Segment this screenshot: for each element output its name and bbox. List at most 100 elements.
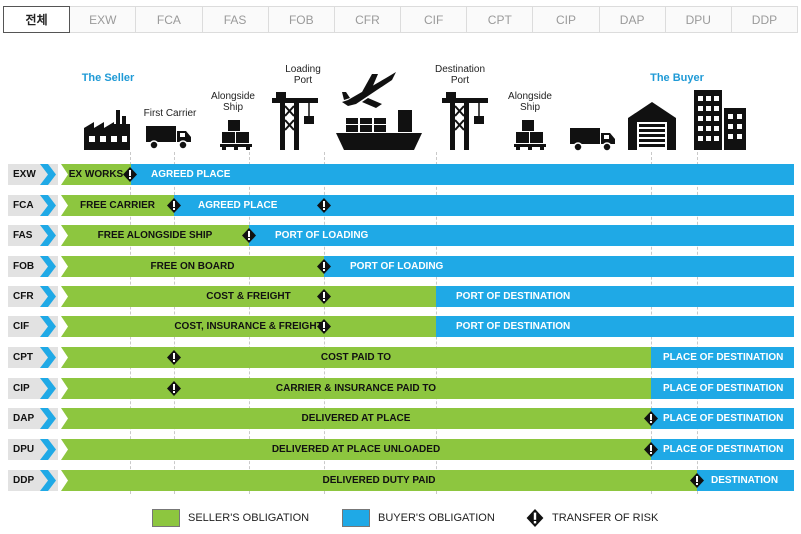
tab-dpu[interactable]: DPU [665,6,732,33]
pallet-boxes-icon [514,120,546,150]
term-code[interactable]: FAS [8,225,58,246]
seller-swatch [152,509,180,527]
crane-icon [442,92,488,150]
term-code[interactable]: DAP [8,408,58,429]
chevron-right-icon [40,347,56,368]
incoterm-row-cpt: CPT COST PAID TO PLACE OF DESTINATION [8,347,794,368]
first-carrier-label: First Carrier [143,108,197,119]
warning-diamond-icon [644,411,658,426]
alongside-ship-label-2: Alongside Ship [508,91,552,113]
incoterm-row-ddp: DDP DELIVERED DUTY PAID DESTINATION [8,470,794,491]
warning-diamond-icon [242,228,256,243]
buyer-obligation-bar: PLACE OF DESTINATION [651,408,794,429]
warning-diamond-icon [317,289,331,304]
warning-diamond-icon [317,198,331,213]
chevron-right-icon [40,316,56,337]
incoterm-row-fas: FAS FREE ALONGSIDE SHIP PORT OF LOADING [8,225,794,246]
tab-bar: 전체 EXW FCA FAS FOB CFR CIF CPT CIP DAP D… [3,6,799,33]
incoterm-row-dpu: DPU DELIVERED AT PLACE UNLOADED PLACE OF… [8,439,794,460]
term-code-label: CIP [13,383,30,394]
tab-all[interactable]: 전체 [3,6,71,33]
warning-diamond-icon [644,442,658,457]
term-code-label: FCA [13,200,34,211]
tab-fob[interactable]: FOB [268,6,335,33]
chevron-right-icon [40,439,56,460]
warning-diamond-icon [123,167,137,182]
term-code-label: FAS [13,230,33,241]
tab-exw[interactable]: EXW [70,6,137,33]
tab-cfr[interactable]: CFR [334,6,402,33]
seller-obligation-bar: COST, INSURANCE & FREIGHT [61,316,436,337]
warning-diamond-icon [167,381,181,396]
term-code-label: CIF [13,321,30,332]
warning-diamond-icon [526,509,544,527]
chevron-right-icon [40,164,56,185]
warning-diamond-icon [317,259,331,274]
legend-seller-label: SELLER'S OBLIGATION [188,512,310,524]
term-code-label: DDP [13,475,35,486]
crane-icon [272,92,318,150]
chevron-right-icon [40,286,56,307]
buyer-obligation-bar: PORT OF DESTINATION [436,286,794,307]
buyer-obligation-bar: PORT OF LOADING [324,256,794,277]
buyer-obligation-bar: PLACE OF DESTINATION [651,378,794,399]
cargo-ship-icon [336,110,422,150]
legend-risk: TRANSFER OF RISK [526,508,658,528]
warning-diamond-icon [317,319,331,334]
tab-fca[interactable]: FCA [136,6,203,33]
term-code[interactable]: FCA [8,195,58,216]
loading-port-label: Loading Port [285,64,321,86]
seller-obligation-bar: FREE ON BOARD [61,256,324,277]
warning-diamond-icon [167,350,181,365]
term-code[interactable]: CPT [8,347,58,368]
buyer-swatch [342,509,370,527]
incoterm-row-fca: FCA FREE CARRIER AGREED PLACE [8,195,794,216]
chevron-right-icon [40,408,56,429]
airplane-icon [342,72,396,108]
legend-buyer-label: BUYER'S OBLIGATION [378,512,495,524]
term-code-label: EXW [13,169,36,180]
incoterm-row-cip: CIP CARRIER & INSURANCE PAID TO PLACE OF… [8,378,794,399]
incoterm-row-cfr: CFR COST & FREIGHT PORT OF DESTINATION [8,286,794,307]
warning-diamond-icon [690,473,704,488]
tab-ddp[interactable]: DDP [731,6,799,33]
term-code[interactable]: CIF [8,316,58,337]
factory-icon [84,110,130,150]
tab-cif[interactable]: CIF [401,6,468,33]
buyer-obligation-bar: PORT OF DESTINATION [436,316,794,337]
term-code[interactable]: EXW [8,164,58,185]
seller-obligation-bar: DELIVERED AT PLACE UNLOADED [61,439,651,460]
office-building-icon [694,90,746,150]
term-code[interactable]: FOB [8,256,58,277]
pallet-boxes-icon [220,120,252,150]
seller-obligation-bar: DELIVERED DUTY PAID [61,470,697,491]
term-code-label: DAP [13,413,35,424]
buyer-obligation-bar: AGREED PLACE [174,195,794,216]
term-code[interactable]: CIP [8,378,58,399]
chevron-right-icon [40,378,56,399]
seller-obligation-bar: DELIVERED AT PLACE [61,408,651,429]
destination-port-label: Destination Port [434,64,486,86]
seller-obligation-bar: FREE ALONGSIDE SHIP [61,225,249,246]
term-code[interactable]: DDP [8,470,58,491]
tab-fas[interactable]: FAS [202,6,269,33]
legend-buyer: BUYER'S OBLIGATION [342,508,495,528]
incoterm-row-dap: DAP DELIVERED AT PLACE PLACE OF DESTINAT… [8,408,794,429]
incoterm-row-exw: EXW EX WORKS AGREED PLACE [8,164,794,185]
term-code-label: DPU [13,444,35,455]
seller-obligation-bar: COST & FREIGHT [61,286,436,307]
seller-obligation-bar: FREE CARRIER [61,195,174,216]
seller-label: The Seller [81,72,135,84]
tab-cpt[interactable]: CPT [467,6,534,33]
term-code[interactable]: DPU [8,439,58,460]
incoterm-row-fob: FOB FREE ON BOARD PORT OF LOADING [8,256,794,277]
tab-cip[interactable]: CIP [533,6,600,33]
legend-risk-label: TRANSFER OF RISK [552,512,659,524]
buyer-obligation-bar: AGREED PLACE [131,164,794,185]
chevron-right-icon [40,256,56,277]
buyer-obligation-bar: PORT OF LOADING [249,225,794,246]
term-code[interactable]: CFR [8,286,58,307]
alongside-ship-label-1: Alongside Ship [211,91,255,113]
tab-dap[interactable]: DAP [599,6,666,33]
legend-seller: SELLER'S OBLIGATION [152,508,309,528]
